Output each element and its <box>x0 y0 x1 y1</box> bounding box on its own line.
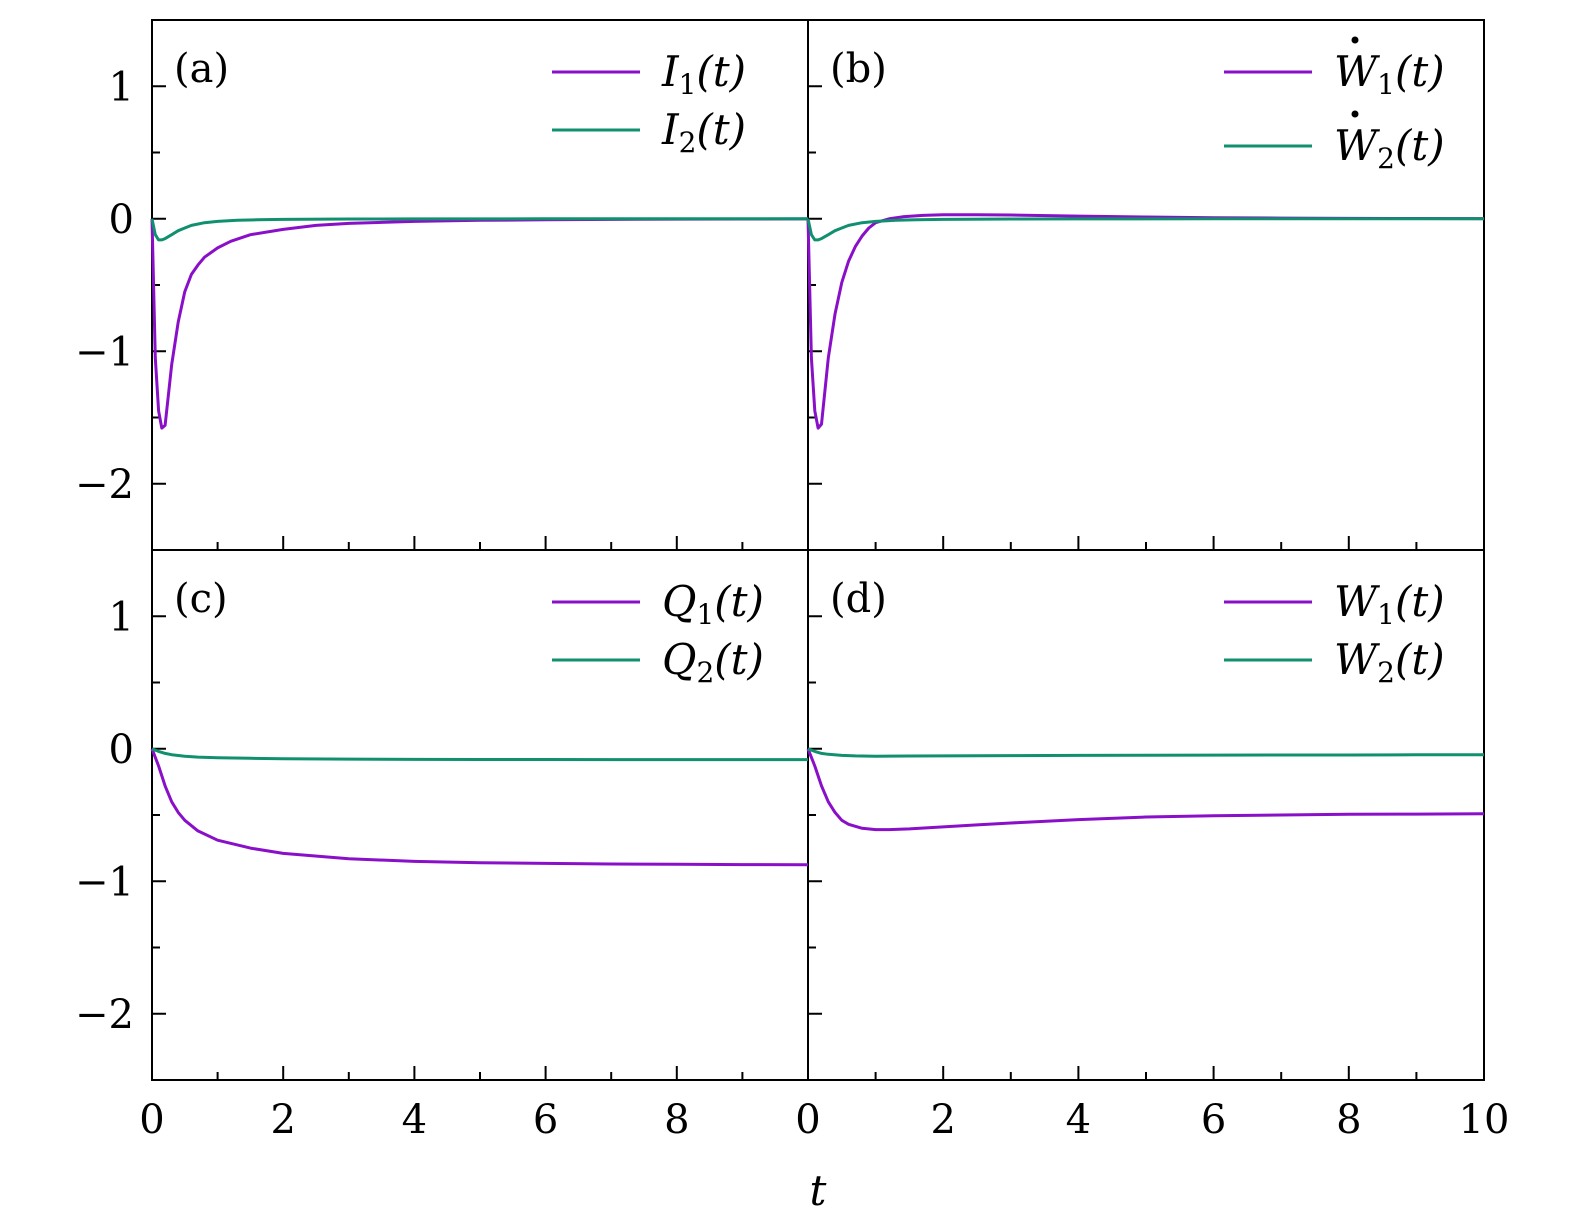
y-tick-label: 1 <box>109 64 134 110</box>
x-tick-label: 8 <box>664 1097 689 1143</box>
series-line-2 <box>806 217 1484 242</box>
panel-label: (a) <box>174 46 229 92</box>
panel-label: (d) <box>830 576 887 622</box>
x-tick-label: 6 <box>1201 1097 1226 1143</box>
panel-label: (c) <box>174 576 228 622</box>
legend-dot-accent <box>1351 110 1359 118</box>
x-tick-label: 4 <box>1066 1097 1091 1143</box>
panel-label: (b) <box>830 46 887 92</box>
x-tick-label: 0 <box>139 1097 164 1143</box>
legend-entry: W2(t) <box>1334 121 1445 175</box>
x-tick-label: 4 <box>402 1097 427 1143</box>
series-line-1 <box>150 748 809 867</box>
legend-entry: W2(t) <box>1334 635 1445 689</box>
legend-entry: I1(t) <box>661 47 746 101</box>
legend-entry: I2(t) <box>661 105 746 159</box>
panel-b: (b) W1(t) W2(t) <box>806 36 1485 550</box>
legend-entry: W1(t) <box>1334 47 1445 101</box>
panel-a: (a) I1(t)I2(t) <box>150 46 809 550</box>
series-line-2 <box>150 217 808 242</box>
legend-entry: Q1(t) <box>662 577 764 631</box>
legend-entry: Q2(t) <box>662 635 764 689</box>
y-tick-label: 0 <box>109 727 134 773</box>
panel-d: (d) W1(t)W2(t) <box>806 576 1485 1080</box>
x-tick-label: 2 <box>270 1097 295 1143</box>
x-tick-label: 0 <box>795 1097 820 1143</box>
legend-entry: W1(t) <box>1334 577 1445 631</box>
y-tick-label: 0 <box>109 197 134 243</box>
series-line-1 <box>150 217 809 430</box>
series-line-1 <box>806 748 1485 832</box>
x-tick-label: 2 <box>930 1097 955 1143</box>
x-axis-title: t <box>810 1166 827 1215</box>
x-tick-label: 6 <box>533 1097 558 1143</box>
y-tick-label: 1 <box>109 594 134 640</box>
series-line-2 <box>807 747 1484 758</box>
y-tick-label: −2 <box>75 992 134 1038</box>
y-tick-label: −1 <box>75 329 134 375</box>
legend-dot-accent <box>1351 36 1359 44</box>
series-line-2 <box>151 747 808 762</box>
y-tick-label: −2 <box>75 462 134 508</box>
x-tick-label: 8 <box>1336 1097 1361 1143</box>
x-tick-label: 10 <box>1459 1097 1510 1143</box>
panel-c: (c) Q1(t)Q2(t) <box>150 576 809 1080</box>
series-line-1 <box>806 213 1485 430</box>
y-tick-label: −1 <box>75 859 134 905</box>
